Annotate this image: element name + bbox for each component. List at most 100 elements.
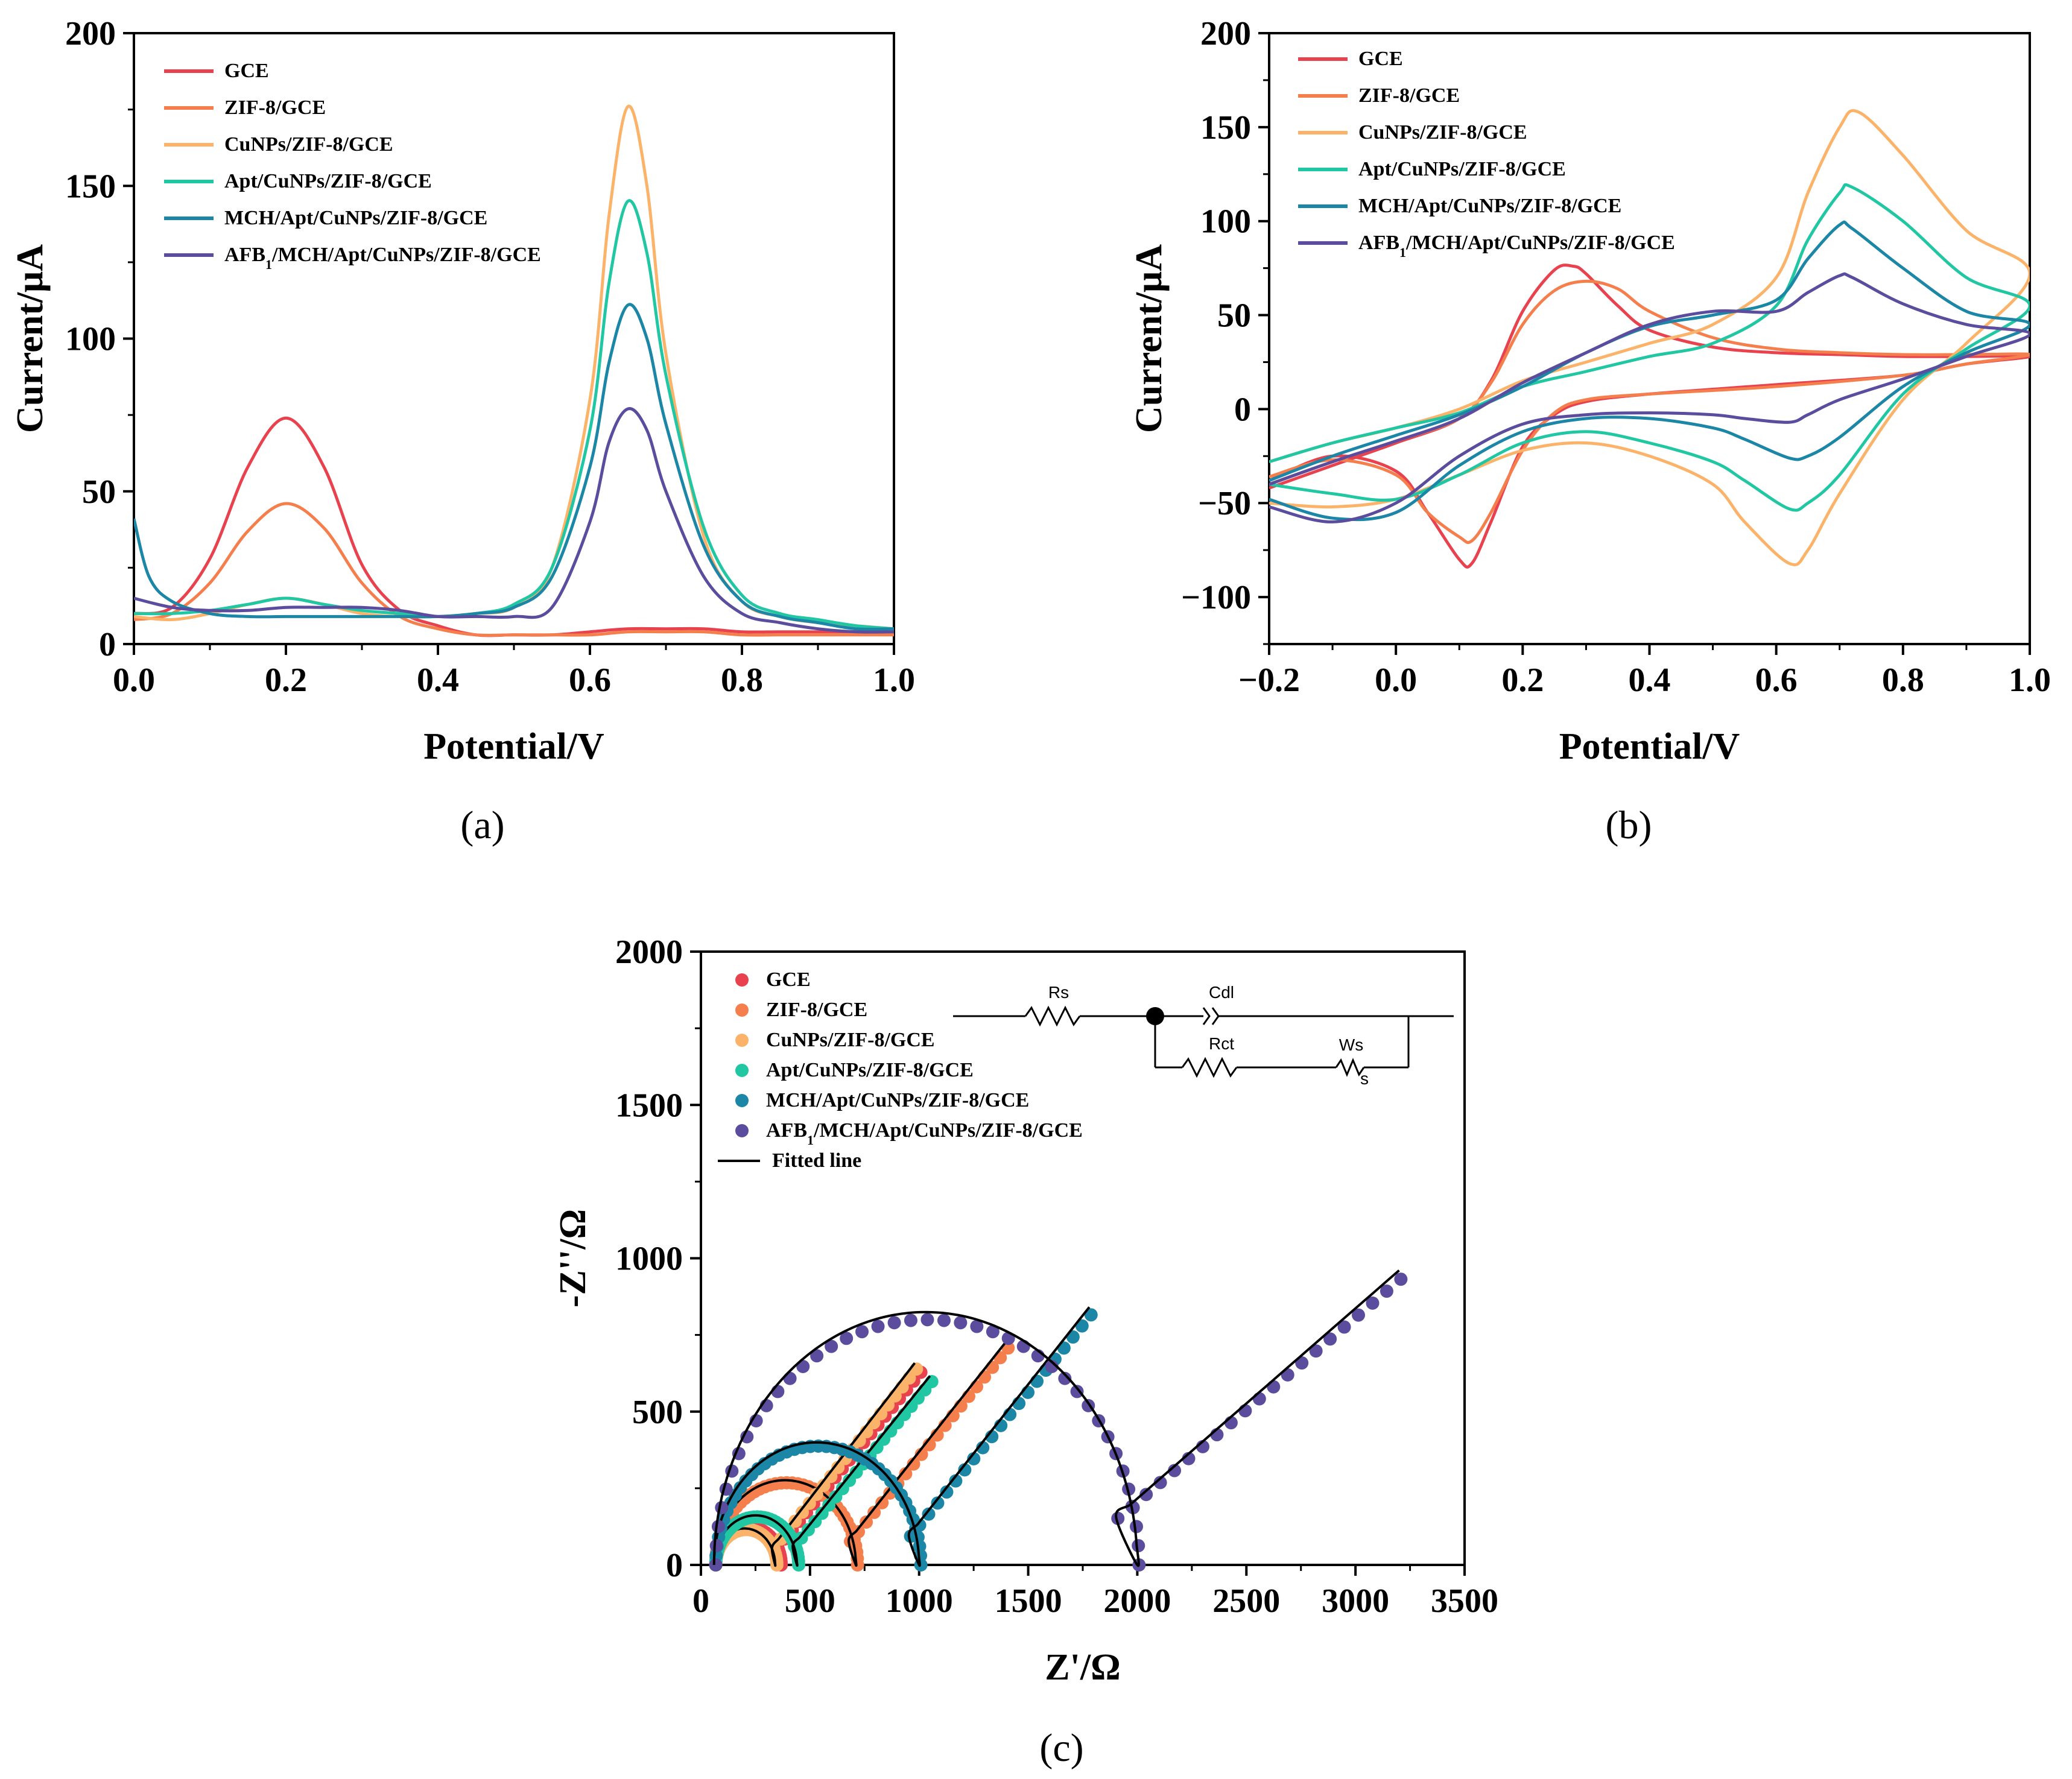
legend-label: Apt/CuNPs/ZIF-8/GCE	[766, 1059, 974, 1081]
warburg-ws	[1335, 1058, 1365, 1077]
label-ws-sub: s	[1360, 1069, 1369, 1088]
x-tick-label: 2500	[1212, 1582, 1280, 1620]
x-tick-label: −0.2	[1238, 662, 1300, 699]
y-tick-label: 50	[1217, 297, 1251, 335]
resistor-rct	[1181, 1057, 1238, 1078]
data-point	[1394, 1272, 1408, 1286]
data-point	[1070, 1385, 1084, 1398]
data-point	[840, 1332, 854, 1345]
data-point	[1323, 1332, 1337, 1346]
series-line	[1269, 272, 2030, 523]
data-point	[709, 1558, 723, 1572]
data-point	[970, 1319, 984, 1333]
data-point	[792, 1558, 806, 1572]
resistor-rs	[1024, 1005, 1081, 1027]
label-rs: Rs	[1048, 983, 1069, 1002]
series-line	[1269, 220, 2030, 522]
data-point	[931, 1496, 945, 1510]
legend-label: ZIF-8/GCE	[766, 999, 867, 1021]
x-tick-label: 0.6	[569, 662, 611, 699]
x-tick-label: 0.4	[1629, 662, 1671, 699]
y-tick-label: 100	[65, 321, 116, 358]
legend-label: CuNPs/ZIF-8/GCE	[1358, 121, 1527, 144]
y-tick-label: 0	[99, 626, 116, 663]
data-point	[907, 1457, 920, 1471]
data-point	[913, 1518, 927, 1532]
data-point	[855, 1325, 869, 1339]
data-point	[871, 1319, 885, 1333]
y-tick-label: 200	[1200, 15, 1251, 52]
series-line	[1269, 279, 2030, 545]
x-tick-label: 1.0	[2009, 662, 2051, 699]
series-line	[134, 199, 894, 631]
data-point	[831, 1461, 845, 1474]
data-point	[887, 1316, 901, 1330]
fitted-line	[712, 1306, 1091, 1567]
data-point	[1168, 1464, 1182, 1477]
y-tick-label: 150	[1200, 109, 1251, 147]
legend-label: AFB1/MCH/Apt/CuNPs/ZIF-8/GCE	[1358, 232, 1675, 260]
series-line	[134, 303, 894, 631]
label-ws: Ws	[1339, 1035, 1363, 1054]
x-tick-label: 3500	[1431, 1582, 1498, 1620]
data-point	[1366, 1296, 1380, 1310]
y-tick-label: 200	[65, 15, 116, 52]
data-point	[783, 1371, 797, 1385]
data-point	[925, 1375, 939, 1389]
legend-label: GCE	[224, 60, 269, 82]
chart-panel-b: −0.2 0.0 0.2 0.4 0.6 0.8 1.0 −100 −50 0 50 100 150 20…	[1129, 15, 2051, 847]
data-point	[1058, 1371, 1072, 1385]
legend-marker	[735, 1064, 749, 1077]
legend-label: MCH/Apt/CuNPs/ZIF-8/GCE	[1358, 195, 1621, 217]
y-tick-label: 0	[666, 1547, 683, 1584]
data-point	[967, 1452, 981, 1465]
x-axis-title: Z'/Ω	[1045, 1647, 1120, 1688]
data-point	[1130, 1520, 1144, 1534]
data-point	[1075, 1319, 1089, 1333]
data-point	[937, 1313, 951, 1327]
legend-label: MCH/Apt/CuNPs/ZIF-8/GCE	[224, 207, 487, 229]
x-tick-label: 0.8	[1882, 662, 1924, 699]
x-axis-title: Potential/V	[423, 726, 604, 767]
x-tick-label: 1.0	[873, 662, 915, 699]
data-point	[875, 1496, 889, 1509]
y-tick-label: 150	[65, 168, 116, 205]
data-point	[711, 1520, 725, 1534]
data-point	[954, 1316, 968, 1330]
data-point	[796, 1505, 809, 1519]
data-point	[1111, 1511, 1125, 1525]
data-point	[867, 1505, 881, 1519]
legend-label: GCE	[766, 968, 811, 991]
x-tick-label: 2000	[1103, 1582, 1171, 1620]
panel-label: (a)	[460, 803, 504, 847]
x-tick-label: 0.0	[113, 662, 155, 699]
y-tick-label: 2000	[615, 934, 683, 971]
panel-label: (c)	[1039, 1726, 1083, 1770]
x-tick-label: 3000	[1322, 1582, 1389, 1620]
data-point	[709, 1539, 723, 1553]
series-line	[1269, 109, 2030, 567]
x-tick-label: 1500	[995, 1582, 1062, 1620]
y-tick-label: 0	[1234, 391, 1251, 428]
data-point	[1045, 1359, 1059, 1373]
equivalent-circuit: Rs Cdl Rct Ws s	[953, 983, 1454, 1088]
x-tick-label: 0.6	[1755, 662, 1798, 699]
legend-marker	[735, 973, 749, 987]
legend-label: Apt/CuNPs/ZIF-8/GCE	[1358, 158, 1566, 180]
legend-marker	[735, 1034, 749, 1047]
y-tick-label: 500	[632, 1394, 683, 1431]
data-point	[1153, 1476, 1167, 1490]
data-point	[1084, 1308, 1098, 1322]
legend-label: ZIF-8/GCE	[1358, 84, 1460, 107]
data-point	[1380, 1284, 1393, 1298]
data-point	[940, 1485, 954, 1499]
legend-fit-label: Fitted line	[772, 1149, 861, 1172]
data-point	[910, 1362, 924, 1376]
x-tick-label: 0.2	[265, 662, 307, 699]
data-point	[825, 1339, 838, 1353]
legend-marker	[735, 1003, 749, 1017]
series-line	[134, 407, 894, 634]
data-point	[1030, 1374, 1044, 1388]
data-point	[1309, 1344, 1323, 1358]
